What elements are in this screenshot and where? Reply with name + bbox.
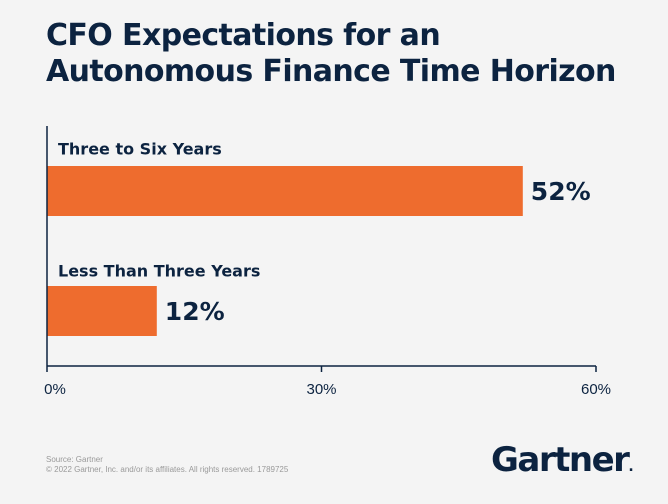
data-label: 12% xyxy=(165,297,225,326)
chart-title-line-1: CFO Expectations for an xyxy=(46,18,441,53)
data-label: 52% xyxy=(531,177,591,206)
gartner-logo: Gartner. xyxy=(491,440,634,480)
gartner-logo-text: Gartner xyxy=(491,440,630,480)
category-label: Less Than Three Years xyxy=(58,262,260,281)
category-label: Three to Six Years xyxy=(58,140,222,159)
chart-title-line-2: Autonomous Finance Time Horizon xyxy=(46,54,616,89)
chart-title: CFO Expectations for an Autonomous Finan… xyxy=(46,18,646,90)
bar xyxy=(47,166,523,216)
bar xyxy=(47,286,157,336)
copyright-text: © 2022 Gartner, Inc. and/or its affiliat… xyxy=(46,465,289,474)
x-tick-label: 30% xyxy=(306,381,336,398)
source-note: Source: Gartner © 2022 Gartner, Inc. and… xyxy=(46,455,288,475)
source-text: Source: Gartner xyxy=(46,455,103,464)
x-tick-label: 60% xyxy=(581,381,611,398)
gartner-logo-dot: . xyxy=(628,459,634,475)
x-tick-label: 0% xyxy=(44,381,66,398)
